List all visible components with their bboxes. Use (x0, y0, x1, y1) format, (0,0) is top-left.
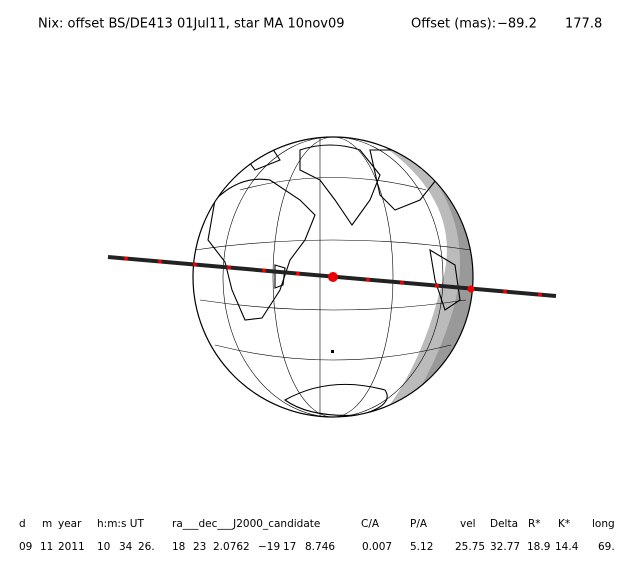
column-header: R* (528, 518, 541, 530)
column-header: d (19, 518, 26, 530)
cell: 69. (598, 541, 615, 553)
column-header: ra___dec___J2000_candidate (172, 518, 320, 530)
column-header: K* (558, 518, 570, 530)
cell: 25.75 (455, 541, 485, 553)
cell: 2011 (58, 541, 85, 553)
shadow-path (107, 255, 557, 298)
cell: 2.0762 (213, 541, 250, 553)
cell: 11 (40, 541, 53, 553)
column-header: long (592, 518, 615, 530)
offset-value: −89.2 (497, 17, 537, 32)
column-header: h:m:s UT (97, 518, 144, 530)
column-header: P/A (410, 518, 428, 530)
column-header: m (42, 518, 52, 530)
column-header: C/A (361, 518, 380, 530)
offset-label: Offset (mas): (411, 17, 496, 32)
column-header: Delta (490, 518, 518, 530)
offset-value: 177.8 (565, 17, 602, 32)
cell: 26. (138, 541, 155, 553)
column-header: vel (460, 518, 476, 530)
cell: 23 (193, 541, 206, 553)
cell: 32.77 (490, 541, 520, 553)
cell: 14.4 (555, 541, 579, 553)
cell: 17 (283, 541, 296, 553)
cell: 18.9 (527, 541, 550, 553)
cell: 34 (119, 541, 133, 553)
column-header: year (58, 518, 82, 530)
title: Nix: offset BS/DE413 01Jul11, star MA 10… (38, 17, 345, 32)
cell: −19 (258, 541, 280, 553)
cell: 18 (172, 541, 185, 553)
cell: 5.12 (410, 541, 433, 553)
cell: 09 (19, 541, 32, 553)
cell: 0.007 (362, 541, 392, 553)
cell: 10 (97, 541, 110, 553)
cell: 8.746 (305, 541, 335, 553)
